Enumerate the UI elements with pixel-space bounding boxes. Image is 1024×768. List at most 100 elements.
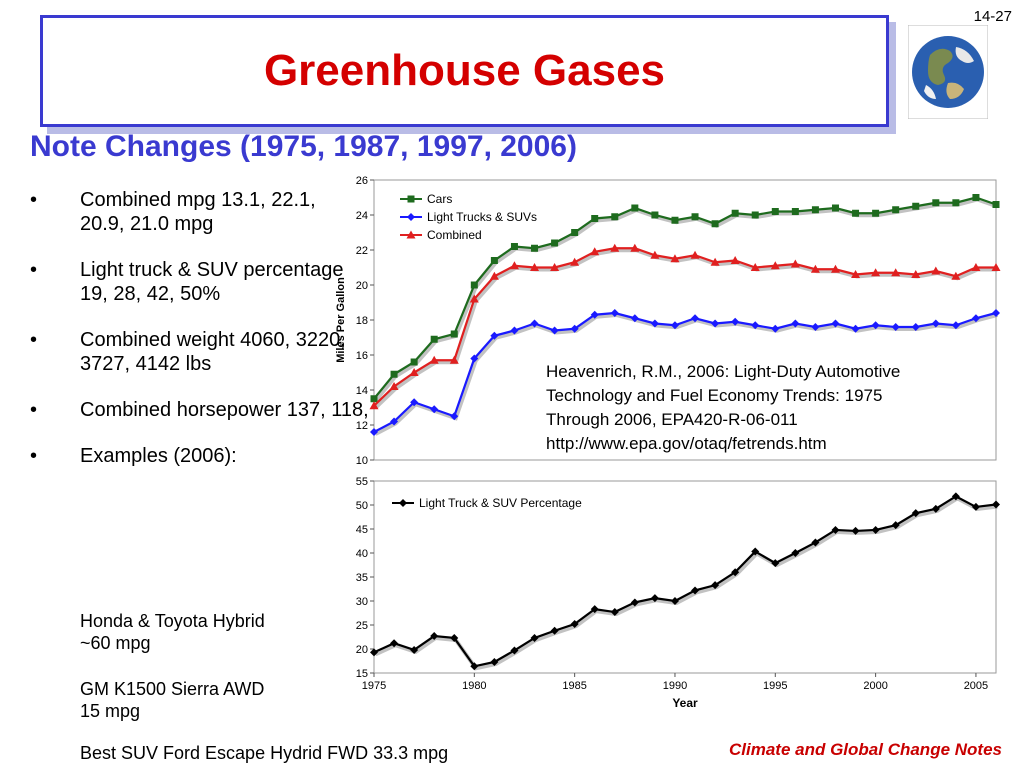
data-point <box>951 321 960 330</box>
bullet-item: • Examples (2006): <box>30 444 350 468</box>
data-point <box>370 428 378 436</box>
data-point <box>530 263 540 271</box>
data-point <box>811 323 820 331</box>
data-point <box>550 626 559 635</box>
data-point <box>811 538 820 547</box>
data-point <box>912 202 920 210</box>
data-point <box>531 244 539 252</box>
data-point <box>670 597 679 605</box>
data-point <box>691 586 700 595</box>
data-point <box>651 211 659 219</box>
data-point <box>390 370 398 378</box>
data-point <box>711 220 719 228</box>
data-point <box>871 525 880 534</box>
data-point <box>891 268 901 277</box>
y-tick-label: 16 <box>356 350 368 362</box>
legend-entry: Light Trucks & SUVs <box>427 210 537 224</box>
data-point <box>851 270 861 278</box>
y-tick-label: 26 <box>356 175 368 187</box>
data-point <box>530 319 539 328</box>
data-point <box>891 521 900 530</box>
data-point <box>731 317 740 326</box>
data-point <box>992 500 1000 509</box>
x-tick-label: 2005 <box>964 680 988 692</box>
data-point <box>851 526 860 535</box>
data-point <box>490 257 498 264</box>
data-point <box>449 355 459 364</box>
example-line: Honda & Toyota Hybrid <box>80 611 265 631</box>
data-point <box>770 261 780 270</box>
data-point <box>650 250 660 259</box>
data-point <box>711 581 720 590</box>
legend-marker <box>399 499 407 507</box>
footer-credit: Climate and Global Change Notes <box>729 740 1002 759</box>
data-point <box>430 632 439 641</box>
data-point <box>450 633 459 642</box>
data-point <box>730 256 740 264</box>
data-point <box>951 492 960 501</box>
data-point <box>630 598 639 607</box>
data-point <box>790 259 800 268</box>
data-point <box>571 229 579 236</box>
y-tick-label: 30 <box>356 596 368 608</box>
bullet-dot: • <box>30 259 38 281</box>
bullet-item: • Combined horsepower 137, 118, 169, 219… <box>30 398 480 422</box>
data-point <box>771 559 780 568</box>
data-point <box>951 271 961 280</box>
data-point <box>711 319 720 328</box>
bullet-dot: • <box>30 399 38 421</box>
data-point <box>510 326 519 335</box>
data-point <box>751 547 760 556</box>
data-point <box>751 321 760 330</box>
x-tick-label: 1995 <box>763 680 787 692</box>
citation-line: Technology and Fuel Economy Trends: 1975 <box>546 386 883 405</box>
data-point <box>971 263 981 271</box>
bullet-item: • Combined weight 4060, 3220, 3727, 4142… <box>30 328 350 376</box>
data-point <box>590 605 599 614</box>
data-point <box>670 254 680 263</box>
bullet-dot: • <box>30 189 38 211</box>
citation-line: Through 2006, EPA420-R-06-011 <box>546 410 798 429</box>
legend-marker <box>406 230 416 239</box>
data-point <box>470 662 479 671</box>
data-point <box>771 324 780 333</box>
data-point <box>691 213 699 221</box>
bullet-text: Examples (2006): <box>80 445 237 467</box>
data-point <box>871 321 880 330</box>
legend-entry: Combined <box>427 228 482 242</box>
data-point <box>410 358 418 366</box>
data-point <box>450 330 458 338</box>
data-point <box>911 323 920 331</box>
bullet-list: • Combined mpg 13.1, 22.1, 20.9, 21.0 mp… <box>30 188 480 490</box>
y-tick-label: 20 <box>356 644 368 656</box>
data-point <box>791 208 799 215</box>
data-point <box>671 216 679 224</box>
bullet-dot: • <box>30 445 38 467</box>
data-point <box>430 335 438 343</box>
citation-line: Heavenrich, R.M., 2006: Light-Duty Autom… <box>546 362 901 381</box>
data-point <box>470 281 478 289</box>
data-point <box>810 264 820 273</box>
example-gm: GM K1500 Sierra AWD 15 mpg <box>80 678 264 722</box>
pct-chart: 15 20 25 30 35 40 45 50 55 1975 1980 1985 1990 1995 20… <box>356 476 1000 710</box>
legend-entry: Cars <box>427 192 452 206</box>
title-box: Greenhouse Gases <box>40 15 889 127</box>
data-point <box>931 504 940 513</box>
data-point <box>409 368 419 376</box>
y-tick-label: 45 <box>356 524 368 536</box>
bullet-text: Combined horsepower 137, 118, 169, 219 h… <box>80 399 480 421</box>
data-point <box>731 568 740 577</box>
data-point <box>489 271 499 280</box>
slide-number: 14-27 <box>973 8 1012 25</box>
x-tick-label: 1975 <box>362 680 386 692</box>
legend-marker <box>407 195 415 203</box>
bullet-text: Combined weight 4060, 3220, 3727, 4142 l… <box>80 329 346 375</box>
x-tick-label: 1985 <box>562 680 586 692</box>
data-point <box>830 264 840 273</box>
data-point <box>610 309 619 317</box>
data-point <box>751 211 759 219</box>
y-tick-label: 50 <box>356 500 368 512</box>
data-point <box>650 594 659 603</box>
data-point <box>631 204 639 212</box>
y-tick-label: 24 <box>356 210 368 222</box>
